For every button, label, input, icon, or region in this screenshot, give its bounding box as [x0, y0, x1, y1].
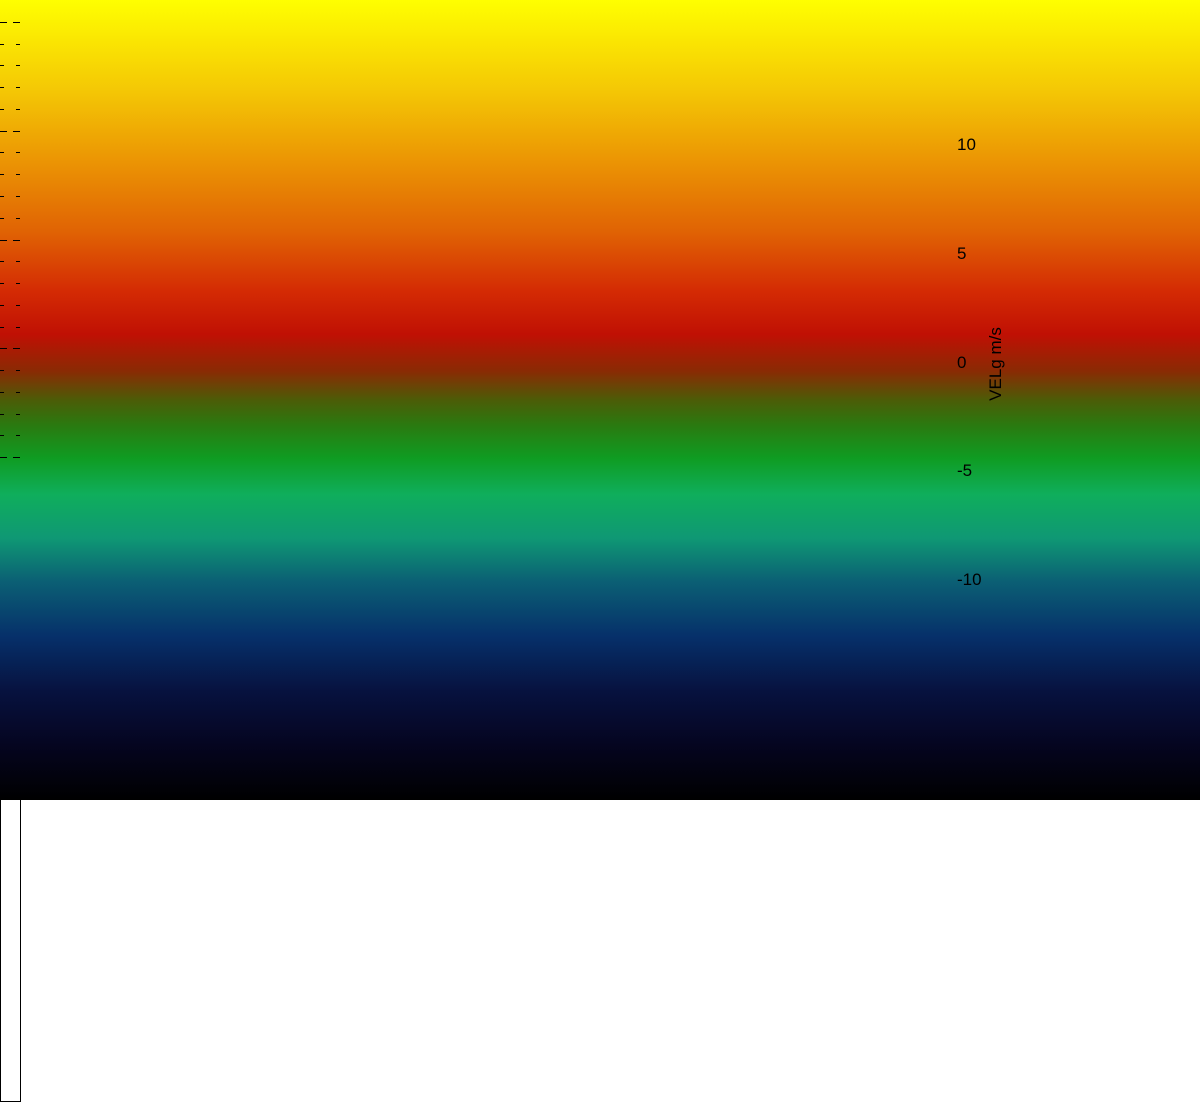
colorbar-tick — [16, 327, 20, 328]
colorbar-tick — [0, 261, 4, 262]
colorbar-tick — [0, 65, 4, 66]
colorbar-tick — [16, 87, 20, 88]
colorbar-tick — [16, 65, 20, 66]
colorbar-tick — [16, 414, 20, 415]
colorbar-tick — [16, 283, 20, 284]
colorbar-tick — [0, 174, 4, 175]
colorbar-tick — [0, 44, 4, 45]
colorbar-tick — [16, 44, 20, 45]
colorbar-tick-label: 10 — [957, 135, 976, 154]
colorbar-tick-label: -5 — [957, 461, 973, 480]
colorbar-tick — [13, 131, 20, 132]
colorbar-tick — [0, 414, 4, 415]
colorbar-tick — [0, 327, 4, 328]
colorbar-tick — [0, 87, 4, 88]
colorbar-tick — [0, 196, 4, 197]
colorbar-tick — [0, 22, 7, 23]
colorbar-tick-label: -10 — [957, 570, 982, 589]
colorbar-tick — [0, 457, 7, 458]
colorbar-tick — [0, 131, 7, 132]
colorbar-tick — [16, 218, 20, 219]
colorbar-title: VELg m/s — [986, 327, 1005, 401]
colorbar-tick — [0, 109, 4, 110]
colorbar-tick — [0, 152, 4, 153]
colorbar-tick — [0, 348, 7, 349]
colorbar-tick — [16, 305, 20, 306]
colorbar-tick — [0, 283, 4, 284]
colorbar-tick — [0, 435, 4, 436]
colorbar-tick — [13, 348, 20, 349]
colorbar-tick-label: 0 — [957, 353, 967, 372]
colorbar-tick-label: 5 — [957, 244, 967, 263]
colorbar-tick — [13, 22, 20, 23]
colorbar-gradient — [0, 0, 1200, 800]
colorbar-tick — [0, 305, 4, 306]
colorbar-tick — [0, 392, 4, 393]
colorbar-tick — [16, 196, 20, 197]
colorbar-tick — [16, 174, 20, 175]
colorbar-tick — [0, 240, 7, 241]
colorbar-tick — [0, 218, 4, 219]
colorbar-tick — [16, 152, 20, 153]
colorbar-tick — [16, 392, 20, 393]
colorbar-tick — [16, 370, 20, 371]
colorbar-tick — [13, 240, 20, 241]
colorbar-tick — [13, 457, 20, 458]
colorbar-tick — [0, 370, 4, 371]
colorbar-tick — [16, 109, 20, 110]
colorbar-tick — [16, 435, 20, 436]
colorbar-tick — [16, 261, 20, 262]
